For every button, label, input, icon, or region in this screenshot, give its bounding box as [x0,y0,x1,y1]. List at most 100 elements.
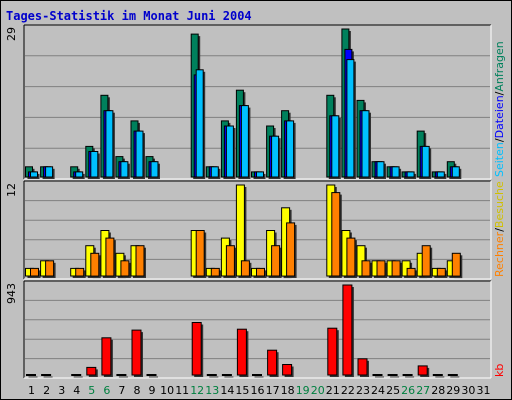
x-tick-label: 9 [149,384,156,397]
panel-bg-2 [24,281,491,378]
bar-shadow [405,376,415,378]
x-tick-label: 25 [386,384,400,397]
bar-shadow [435,376,445,378]
bar-rechner [271,245,281,277]
bar-seiten [406,171,415,178]
x-tick-label: 18 [281,384,295,397]
bar-kb [447,374,458,376]
bar-rechner [331,192,341,277]
bar-seiten [75,171,84,178]
bar-seiten [271,135,280,178]
right-legend: Rechner/Besuche [493,181,506,277]
x-tick-label: 28 [431,384,445,397]
bar-shadow [254,376,264,378]
x-tick-label: 3 [58,384,65,397]
bar-seiten [150,161,159,178]
bar-seiten [256,171,264,178]
bar-rechner [75,267,85,277]
bar-rechner [105,237,115,277]
bar-seiten [376,161,385,178]
bar-kb [101,337,112,376]
bar-rechner [346,237,356,277]
x-tick-label: 5 [88,384,95,397]
bar-shadow [73,376,83,378]
x-tick-label: 27 [416,384,430,397]
bar-rechner [286,222,296,277]
bar-rechner [451,252,461,277]
x-tick-label: 17 [266,384,280,397]
x-tick-label: 16 [251,384,265,397]
bar-seiten [45,166,54,178]
bar-kb [402,374,413,376]
x-tick-label: 7 [118,384,125,397]
bar-rechner [240,260,250,277]
bar-kb [71,374,82,376]
bar-kb [282,364,293,376]
bar-rechner [391,260,401,277]
bar-seiten [361,110,370,178]
bar-shadow [28,376,38,378]
bar-rechner [120,260,130,277]
bar-rechner [90,252,100,277]
x-tick-label: 31 [477,384,491,397]
x-tick-label: 1 [28,384,35,397]
bar-rechner [210,267,220,277]
legend-besuche: Besuche [493,181,506,228]
legend-separator: / [493,138,506,142]
right-legend: Seiten/Dateien/Anfragen [493,41,506,177]
x-tick-label: 26 [401,384,415,397]
y-max-label: 12 [5,183,18,197]
bar-seiten [120,161,129,178]
bar-rechner [135,245,145,277]
bar-kb [86,366,97,376]
bar-besuche [235,184,245,277]
bar-kb [432,374,443,376]
x-tick-label: 4 [73,384,80,397]
bar-seiten [135,130,144,178]
right-legend: kb [493,364,506,377]
bar-rechner [406,267,416,277]
x-tick-label: 2 [43,384,50,397]
bar-kb [267,349,278,376]
legend-rechner: Rechner [493,231,506,277]
x-tick-label: 19 [296,384,310,397]
bar-kb [116,374,127,376]
x-tick-label: 12 [190,384,204,397]
bar-rechner [436,267,446,277]
bar-shadow [209,376,219,378]
x-tick-label: 15 [235,384,249,397]
bar-kb [26,374,36,376]
bar-kb [131,329,142,376]
bar-rechner [30,267,39,277]
legend-kb: kb [493,364,506,377]
bar-seiten [346,59,355,178]
bar-seiten [240,105,249,178]
x-tick-label: 11 [175,384,189,397]
bar-shadow [118,376,128,378]
legend-anfragen: Anfragen [493,41,506,91]
legend-seiten: Seiten [493,142,506,177]
x-tick-label: 6 [103,384,110,397]
bar-seiten [210,166,219,178]
bar-rechner [225,245,235,277]
x-tick-label: 20 [311,384,325,397]
bar-kb [252,374,262,376]
bar-seiten [90,151,99,178]
x-tick-label: 21 [326,384,340,397]
x-tick-label: 23 [356,384,370,397]
bar-rechner [256,267,265,277]
legend-dateien: Dateien [493,95,506,138]
bar-kb [146,374,157,376]
bar-seiten [195,69,204,178]
bar-rechner [45,260,55,277]
bar-kb [236,328,247,376]
bar-shadow [375,376,384,378]
bar-shadow [43,376,53,378]
x-tick-label: 29 [446,384,460,397]
bar-seiten [436,171,445,178]
bar-kb [206,374,217,376]
legend-separator: / [493,228,506,232]
bar-rechner [361,260,371,277]
